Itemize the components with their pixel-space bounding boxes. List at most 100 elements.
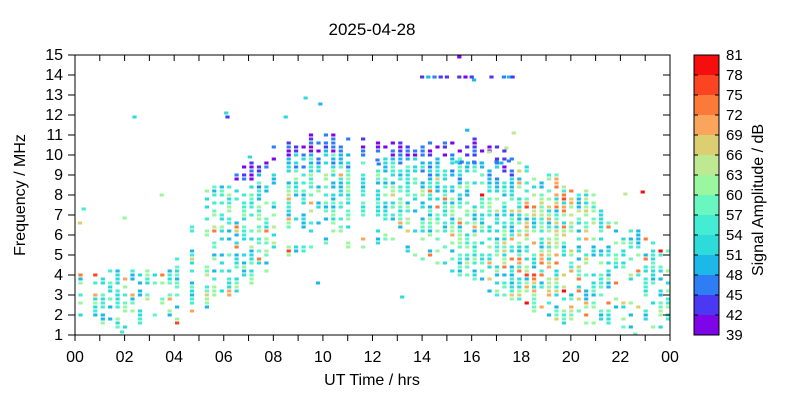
data-cell <box>465 221 470 225</box>
data-cell <box>175 293 180 297</box>
y-tick-label: 14 <box>45 67 63 84</box>
data-cell <box>175 305 180 309</box>
data-cell <box>450 221 455 225</box>
data-cell <box>242 201 247 205</box>
data-cell <box>457 225 462 229</box>
data-cell <box>599 249 604 253</box>
data-cell <box>301 197 306 201</box>
data-cell <box>450 229 455 233</box>
data-cell <box>554 285 559 289</box>
data-cell <box>249 277 254 281</box>
data-cell <box>636 253 641 257</box>
colorbar-tick-label: 63 <box>726 167 743 184</box>
data-cell <box>457 173 462 177</box>
data-cell <box>316 165 321 169</box>
data-cell <box>487 245 492 249</box>
data-cell <box>271 245 276 249</box>
data-cell <box>361 209 366 213</box>
data-cell <box>256 209 262 213</box>
x-tick-label: 02 <box>116 349 134 366</box>
data-cell <box>546 293 552 297</box>
data-cell <box>509 289 514 293</box>
data-cell <box>450 205 455 209</box>
data-cell <box>546 173 552 177</box>
data-cell <box>502 249 507 253</box>
data-cell <box>398 149 403 153</box>
data-cell <box>413 197 418 201</box>
data-cell <box>427 193 433 197</box>
data-cell <box>628 229 633 233</box>
data-cell <box>561 321 566 325</box>
data-cell <box>472 241 477 245</box>
x-axis-label: UT Time / hrs <box>324 372 420 389</box>
data-cell <box>331 133 336 137</box>
data-cell <box>249 269 254 273</box>
data-cell <box>539 201 544 205</box>
data-cell <box>286 225 291 229</box>
data-cell <box>227 289 232 293</box>
y-tick-label: 10 <box>45 147 63 164</box>
data-cell <box>591 245 596 249</box>
data-cell <box>450 209 455 213</box>
data-cell <box>502 185 507 189</box>
colorbar-segment <box>694 95 719 115</box>
y-tick-label: 11 <box>46 127 63 144</box>
data-cell <box>517 245 522 249</box>
data-cell <box>606 269 611 273</box>
data-cell <box>152 281 157 285</box>
data-cell <box>331 161 336 165</box>
data-cell <box>308 245 314 249</box>
y-tick-label: 7 <box>54 207 63 224</box>
data-cell <box>271 213 276 217</box>
data-cell <box>122 216 127 220</box>
data-cell <box>517 169 522 173</box>
data-cell <box>554 213 559 217</box>
data-cell <box>457 193 462 197</box>
data-cell <box>338 157 343 161</box>
data-cell <box>651 265 656 269</box>
data-cell <box>130 269 135 273</box>
data-cell <box>390 141 395 145</box>
data-cell <box>108 285 113 289</box>
data-cell <box>286 161 291 165</box>
data-cell <box>346 245 351 249</box>
data-cell <box>323 241 328 245</box>
data-cell <box>599 293 604 297</box>
data-cell <box>256 165 262 169</box>
data-cell <box>532 221 537 225</box>
data-cell <box>338 149 343 153</box>
data-cell <box>219 229 224 233</box>
data-cell <box>606 285 611 289</box>
data-cell <box>591 193 596 197</box>
data-cell <box>271 145 276 149</box>
data-cell <box>346 241 351 245</box>
data-cell <box>398 169 403 173</box>
data-cell <box>93 313 98 317</box>
data-cell <box>494 245 500 249</box>
data-cell <box>294 169 299 173</box>
data-cell <box>427 149 433 153</box>
data-cell <box>294 245 299 249</box>
data-cell <box>123 293 128 297</box>
data-cell <box>398 189 403 193</box>
data-cell <box>591 205 596 209</box>
data-cell <box>346 169 351 173</box>
data-cell <box>242 225 247 229</box>
data-cell <box>606 253 611 257</box>
data-cell <box>561 273 566 277</box>
data-cell <box>78 293 83 297</box>
data-cell <box>546 241 552 245</box>
data-cell <box>338 181 343 185</box>
data-cell <box>643 309 648 313</box>
data-cell <box>472 165 477 169</box>
data-cell <box>219 193 224 197</box>
data-cell <box>93 297 98 301</box>
data-cell <box>219 185 224 189</box>
data-cell <box>247 155 252 159</box>
data-cell <box>398 177 403 181</box>
data-cell <box>643 285 648 289</box>
data-cell <box>465 169 470 173</box>
data-cell <box>234 229 239 233</box>
data-cell <box>115 293 120 297</box>
